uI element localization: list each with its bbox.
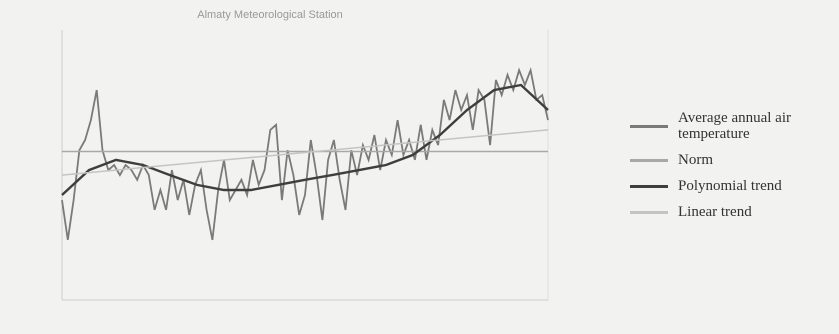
- legend-swatch: [630, 210, 668, 214]
- chart: Almaty Meteorological Station: [61, 9, 549, 301]
- legend-label: Norm: [678, 152, 713, 168]
- legend-item: Average annual air temperature: [630, 110, 830, 142]
- legend-item: Norm: [630, 152, 830, 168]
- legend-swatch: [630, 184, 668, 188]
- legend-label: Linear trend: [678, 204, 752, 220]
- legend-swatch: [630, 124, 668, 128]
- legend-swatch: [630, 158, 668, 162]
- series-line: [61, 129, 549, 176]
- legend-item: Linear trend: [630, 204, 830, 220]
- series-line: [61, 83, 549, 196]
- chart-title: Almaty Meteorological Station: [197, 9, 343, 21]
- legend: Average annual air temperature Norm Polyno…: [630, 110, 830, 230]
- legend-item: Polynomial trend: [630, 178, 830, 194]
- legend-label: Polynomial trend: [678, 178, 782, 194]
- series-line: [61, 66, 549, 241]
- legend-label: Average annual air temperature: [678, 110, 791, 142]
